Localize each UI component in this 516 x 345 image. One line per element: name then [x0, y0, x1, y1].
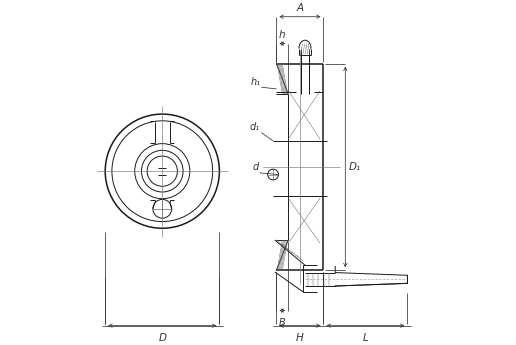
Text: h₁: h₁ — [251, 77, 261, 87]
Text: B: B — [279, 318, 286, 328]
Text: d: d — [252, 162, 259, 172]
Text: h: h — [279, 30, 286, 40]
Text: A: A — [296, 3, 303, 13]
Text: D₁: D₁ — [349, 162, 361, 172]
Text: D: D — [158, 333, 166, 343]
Text: H: H — [296, 333, 304, 343]
Text: d₁: d₁ — [250, 122, 260, 132]
Text: L: L — [363, 333, 368, 343]
